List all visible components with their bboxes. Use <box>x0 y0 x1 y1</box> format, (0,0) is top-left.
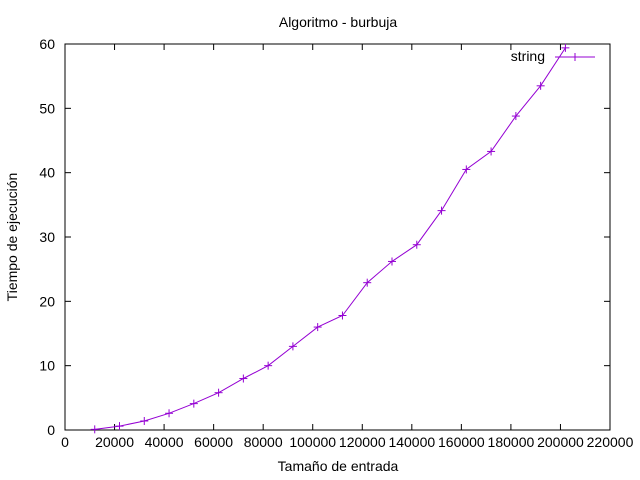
data-point <box>140 416 149 425</box>
data-point <box>165 409 174 418</box>
x-axis-ticks: 0 20000 40000 60000 80000 100000 120000 140000 1… <box>61 44 634 450</box>
y-axis-ticks: 0 10 20 30 40 50 60 <box>39 36 610 438</box>
data-point <box>536 81 545 90</box>
data-point <box>214 388 223 397</box>
data-point <box>412 240 421 249</box>
y-tick-label: 50 <box>39 100 55 116</box>
x-tick-label: 140000 <box>388 434 435 450</box>
data-point <box>338 311 347 320</box>
data-point <box>115 422 124 431</box>
legend-label: string <box>511 48 545 64</box>
data-point <box>437 206 446 215</box>
data-point <box>288 342 297 351</box>
data-point <box>90 425 99 434</box>
data-point <box>363 278 372 287</box>
chart-title: Algoritmo - burbuja <box>279 14 397 30</box>
series-group <box>90 43 570 434</box>
x-tick-label: 0 <box>61 434 69 450</box>
x-axis-label: Tamaño de entrada <box>278 458 399 474</box>
data-point <box>313 323 322 332</box>
x-tick-label: 180000 <box>488 434 535 450</box>
x-tick-label: 160000 <box>438 434 485 450</box>
x-tick-label: 220000 <box>587 434 634 450</box>
y-tick-label: 20 <box>39 293 55 309</box>
data-point <box>487 147 496 156</box>
y-tick-label: 0 <box>47 422 55 438</box>
data-point <box>264 361 273 370</box>
legend: string <box>511 48 595 64</box>
data-point <box>462 165 471 174</box>
x-tick-label: 20000 <box>95 434 134 450</box>
data-point <box>239 374 248 383</box>
y-tick-label: 30 <box>39 229 55 245</box>
x-tick-label: 80000 <box>244 434 283 450</box>
x-tick-label: 200000 <box>537 434 584 450</box>
y-axis-label: Tiempo de ejecución <box>4 173 20 302</box>
x-tick-label: 100000 <box>289 434 336 450</box>
data-point <box>561 43 570 52</box>
data-point <box>388 257 396 266</box>
x-tick-label: 120000 <box>339 434 386 450</box>
x-tick-label: 40000 <box>145 434 184 450</box>
y-tick-label: 10 <box>39 358 55 374</box>
y-tick-label: 40 <box>39 165 55 181</box>
series-line-string <box>94 47 566 430</box>
data-point <box>511 112 520 121</box>
x-tick-label: 60000 <box>194 434 233 450</box>
data-point <box>189 399 198 408</box>
y-tick-label: 60 <box>39 36 55 52</box>
